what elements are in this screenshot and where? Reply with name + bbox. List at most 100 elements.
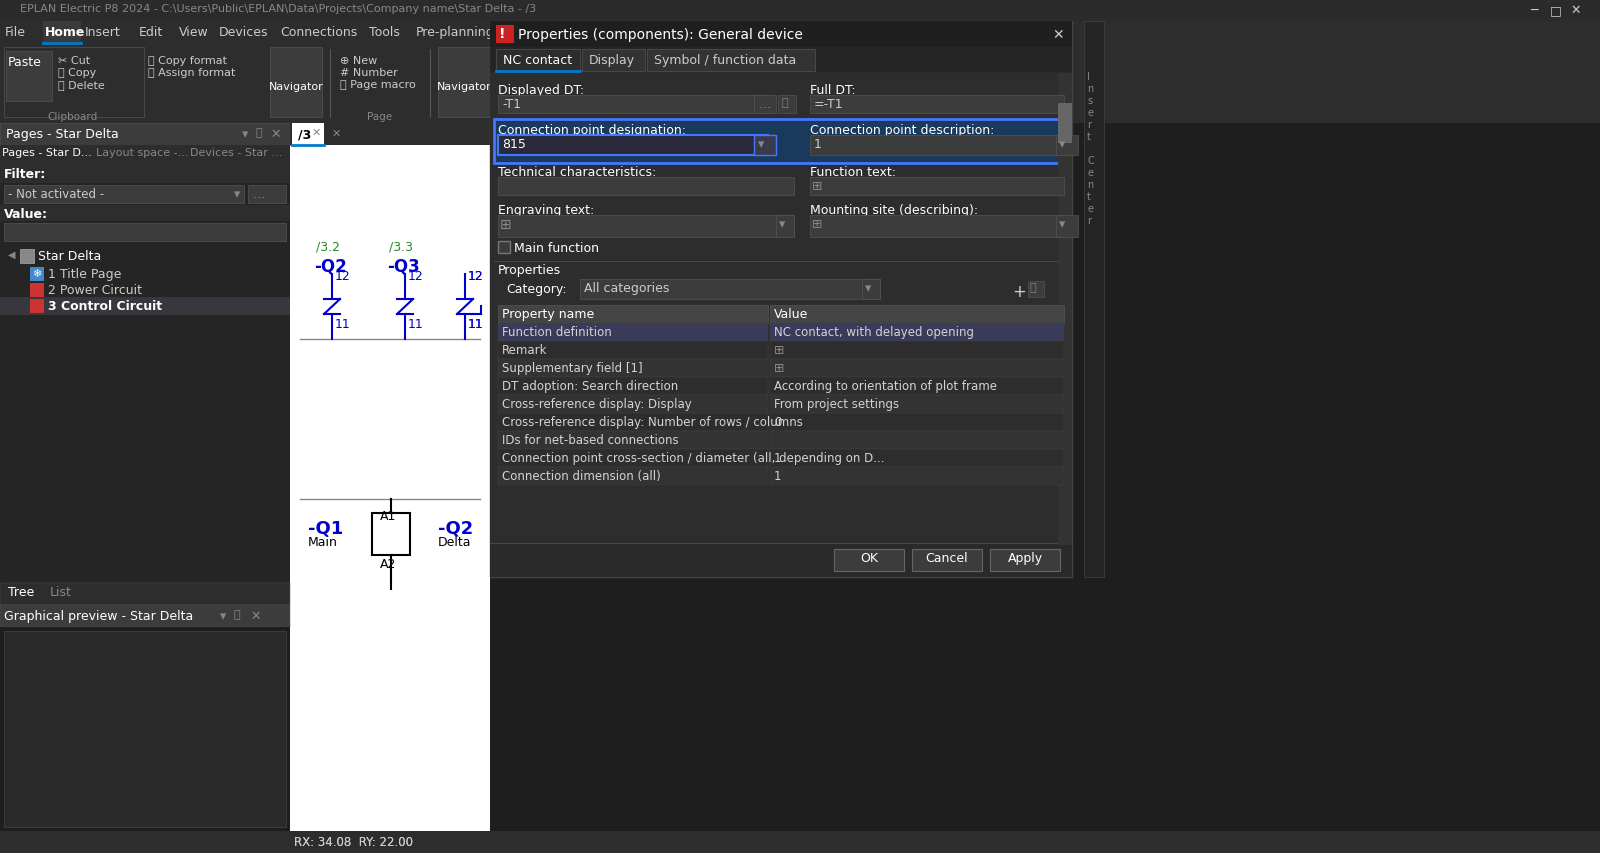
Text: -T1: -T1	[502, 98, 522, 111]
Text: C: C	[1086, 156, 1094, 165]
Text: Mounting site (describing):: Mounting site (describing):	[810, 204, 978, 217]
Text: IDs for net-based connections: IDs for net-based connections	[502, 433, 678, 446]
Text: t: t	[1086, 132, 1091, 142]
FancyBboxPatch shape	[438, 48, 490, 118]
FancyBboxPatch shape	[498, 241, 510, 253]
Text: Edit: Edit	[139, 26, 163, 39]
Text: e: e	[1086, 204, 1093, 214]
Text: Graphical preview - Star Delta: Graphical preview - Star Delta	[3, 609, 194, 623]
Text: …: …	[758, 98, 771, 111]
FancyBboxPatch shape	[498, 136, 768, 156]
Text: Engraving text:: Engraving text:	[498, 204, 594, 217]
Text: Connections: Connections	[280, 26, 357, 39]
Text: ✕: ✕	[1570, 4, 1581, 17]
Text: s: s	[1086, 96, 1093, 106]
Text: OK: OK	[861, 551, 878, 565]
Text: Tools: Tools	[370, 26, 400, 39]
Text: ⊞: ⊞	[499, 218, 512, 232]
Text: r: r	[1086, 120, 1091, 130]
Text: 🗑 Delete: 🗑 Delete	[58, 80, 104, 90]
FancyBboxPatch shape	[6, 52, 51, 102]
Text: r: r	[1086, 216, 1091, 226]
FancyBboxPatch shape	[498, 360, 768, 378]
FancyBboxPatch shape	[0, 44, 1600, 124]
Text: Properties: Properties	[498, 264, 562, 276]
FancyBboxPatch shape	[0, 165, 290, 183]
Text: ▾: ▾	[1059, 218, 1066, 230]
Text: ⊞: ⊞	[813, 180, 822, 193]
Text: Graphical preview: Graphical preview	[755, 56, 856, 66]
FancyBboxPatch shape	[19, 250, 34, 264]
Text: Category:: Category:	[506, 282, 566, 296]
Text: Value:: Value:	[3, 208, 48, 221]
Text: -Q2: -Q2	[438, 519, 474, 537]
FancyBboxPatch shape	[770, 467, 1064, 485]
Text: 12: 12	[467, 270, 483, 282]
Text: 1: 1	[774, 451, 781, 464]
Text: 12: 12	[334, 270, 350, 282]
FancyBboxPatch shape	[498, 96, 768, 113]
Text: Filter:: Filter:	[3, 168, 46, 181]
Text: ⊕ New: ⊕ New	[339, 56, 378, 66]
FancyBboxPatch shape	[754, 136, 776, 156]
Text: -Q2: -Q2	[314, 258, 347, 276]
Text: 12: 12	[467, 270, 483, 282]
FancyBboxPatch shape	[0, 244, 290, 583]
FancyBboxPatch shape	[30, 284, 45, 298]
Text: ✕: ✕	[333, 129, 341, 139]
FancyBboxPatch shape	[770, 341, 1064, 360]
FancyBboxPatch shape	[496, 26, 514, 44]
Text: 11: 11	[467, 317, 483, 331]
Text: 1: 1	[814, 138, 822, 151]
FancyBboxPatch shape	[776, 216, 794, 238]
FancyBboxPatch shape	[498, 341, 768, 360]
Text: Property name: Property name	[502, 308, 594, 321]
Text: 1: 1	[774, 469, 781, 483]
FancyBboxPatch shape	[1058, 104, 1072, 144]
Text: 🖌 Copy format: 🖌 Copy format	[147, 56, 227, 66]
FancyBboxPatch shape	[690, 48, 742, 100]
Text: Layout space -...: Layout space -...	[96, 148, 189, 158]
Text: n: n	[1086, 84, 1093, 94]
FancyBboxPatch shape	[490, 48, 1072, 74]
Text: 815: 815	[502, 138, 526, 151]
FancyBboxPatch shape	[0, 831, 1600, 853]
FancyBboxPatch shape	[3, 48, 144, 118]
FancyBboxPatch shape	[3, 631, 286, 827]
Text: ⊞: ⊞	[774, 362, 784, 374]
Text: DT adoption: Search direction: DT adoption: Search direction	[502, 380, 678, 392]
Text: Connection dimension (all): Connection dimension (all)	[502, 469, 661, 483]
Text: Delta: Delta	[438, 536, 472, 548]
Text: According to orientation of plot frame: According to orientation of plot frame	[774, 380, 997, 392]
Text: View: View	[179, 26, 208, 39]
Text: Function text:: Function text:	[810, 165, 896, 179]
Text: Main: Main	[307, 536, 338, 548]
FancyBboxPatch shape	[498, 432, 768, 450]
FancyBboxPatch shape	[291, 124, 323, 146]
Text: ⊞: ⊞	[813, 218, 822, 230]
Text: ⊞: ⊞	[774, 344, 784, 357]
FancyBboxPatch shape	[490, 74, 1072, 545]
Text: =-T1: =-T1	[814, 98, 843, 111]
FancyBboxPatch shape	[498, 378, 768, 396]
FancyBboxPatch shape	[834, 549, 904, 572]
Text: I: I	[1086, 72, 1090, 82]
FancyBboxPatch shape	[498, 450, 768, 467]
FancyBboxPatch shape	[1085, 22, 1104, 577]
Text: Cross-reference display: Display: Cross-reference display: Display	[502, 397, 691, 410]
Text: □: □	[1550, 4, 1562, 17]
FancyBboxPatch shape	[754, 96, 776, 113]
Text: ✂ Cut: ✂ Cut	[58, 56, 90, 66]
Text: EPLAN Electric P8 2024 - C:\Users\Public\EPLAN\Data\Projects\Company name\Star D: EPLAN Electric P8 2024 - C:\Users\Public…	[19, 4, 536, 14]
FancyBboxPatch shape	[990, 549, 1059, 572]
Text: ❄: ❄	[32, 269, 42, 279]
FancyBboxPatch shape	[912, 549, 982, 572]
FancyBboxPatch shape	[0, 222, 290, 244]
Text: ▾: ▾	[866, 281, 872, 294]
Text: Star Delta: Star Delta	[38, 250, 101, 263]
Text: ▾: ▾	[779, 218, 786, 230]
FancyBboxPatch shape	[290, 124, 490, 146]
Text: RX: 34.08  RY: 22.00: RX: 34.08 RY: 22.00	[294, 835, 413, 848]
Text: Navigator: Navigator	[437, 82, 491, 92]
FancyBboxPatch shape	[3, 223, 286, 241]
